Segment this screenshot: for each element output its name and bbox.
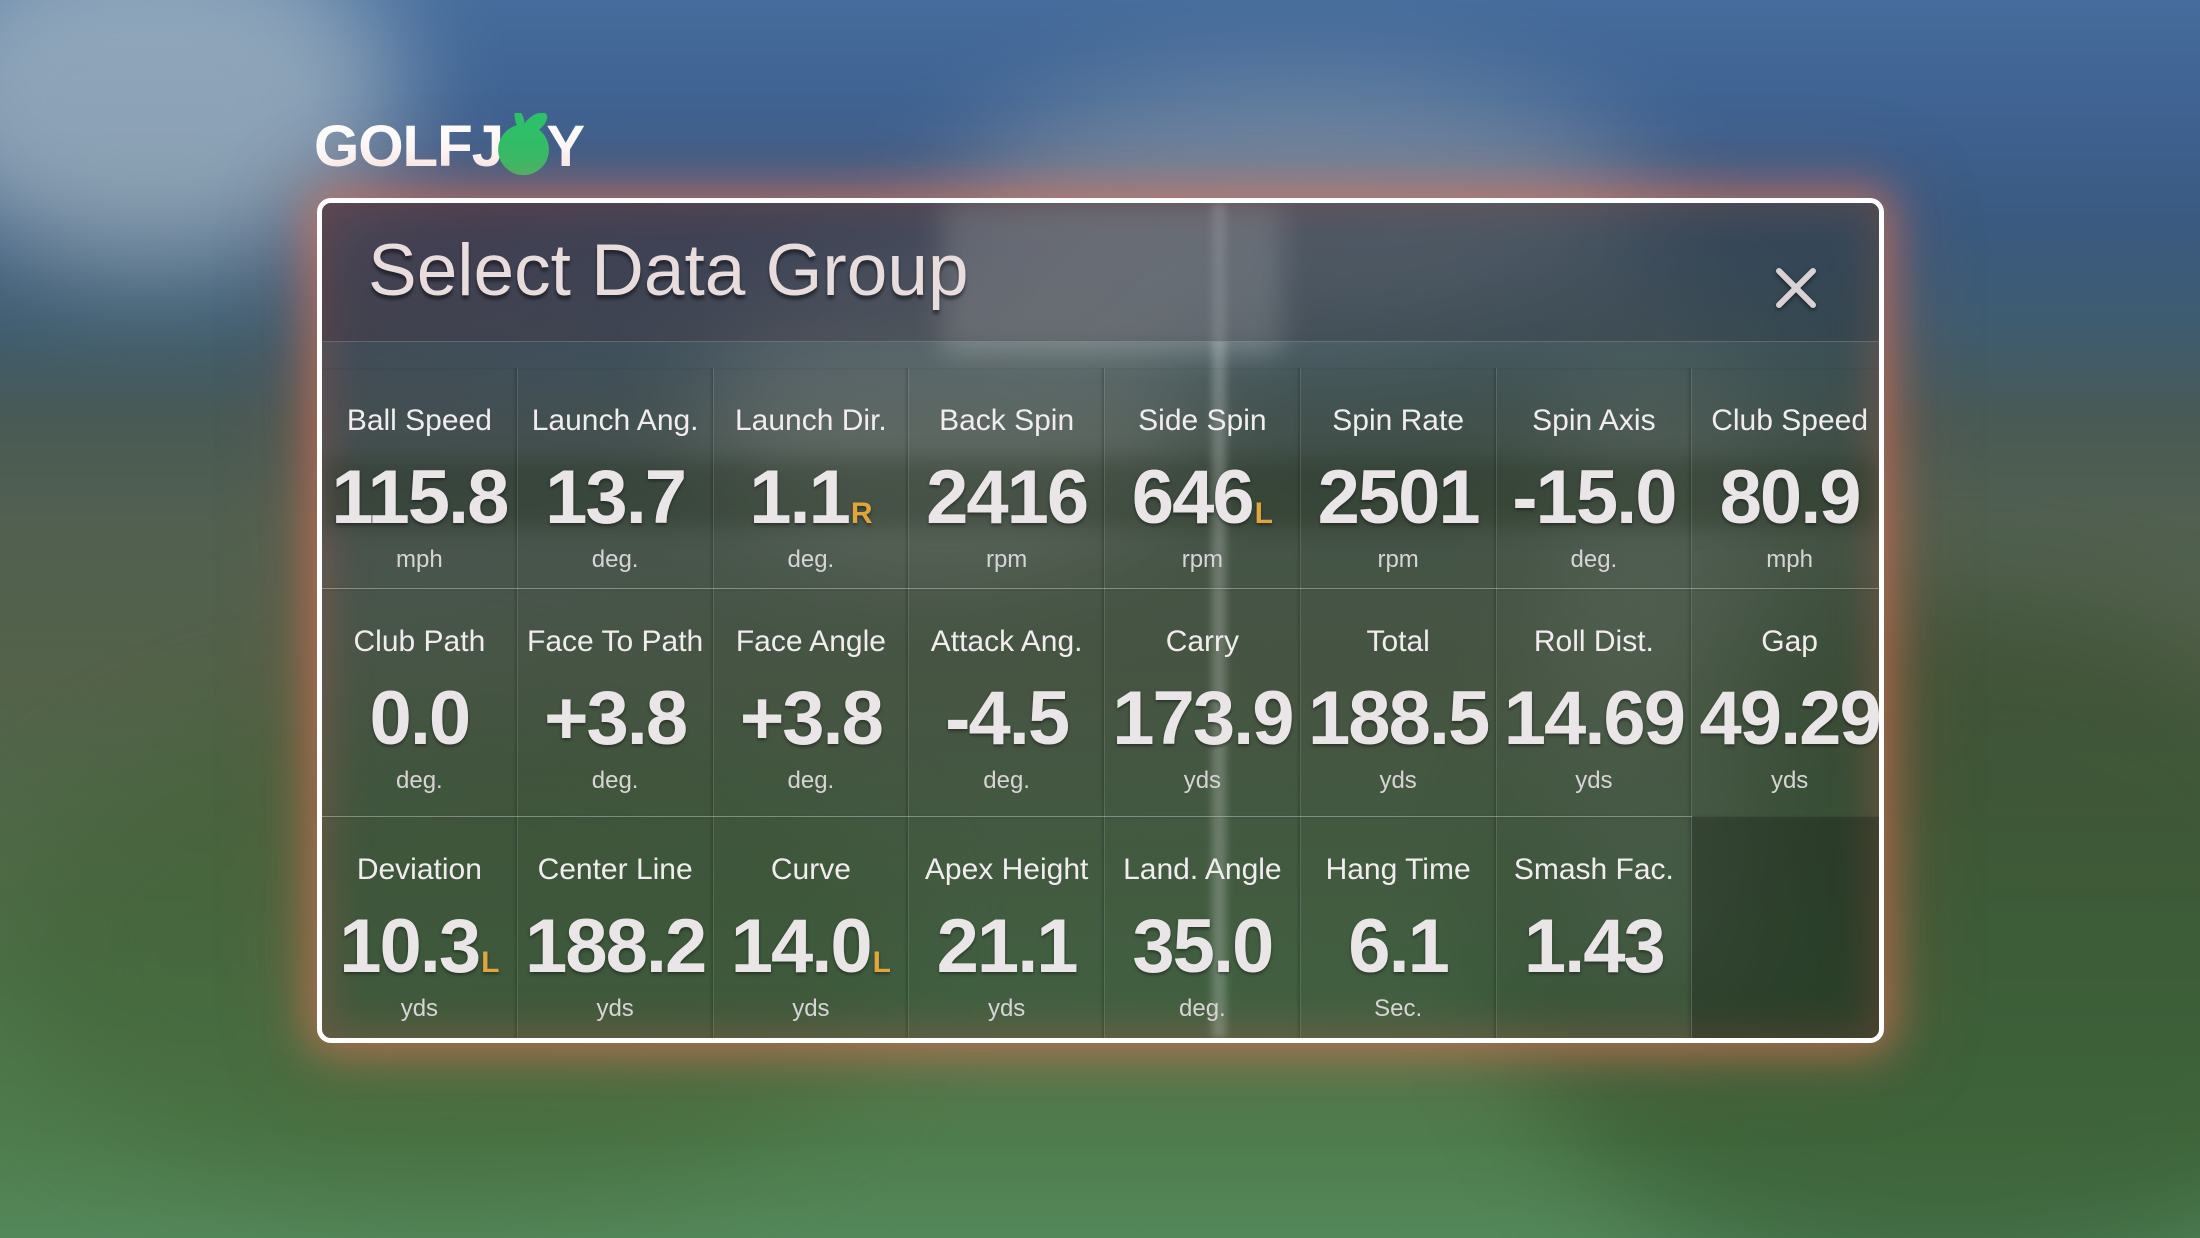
svg-text:GOLFJ: GOLFJ (314, 114, 503, 179)
svg-text:Y: Y (546, 114, 584, 179)
